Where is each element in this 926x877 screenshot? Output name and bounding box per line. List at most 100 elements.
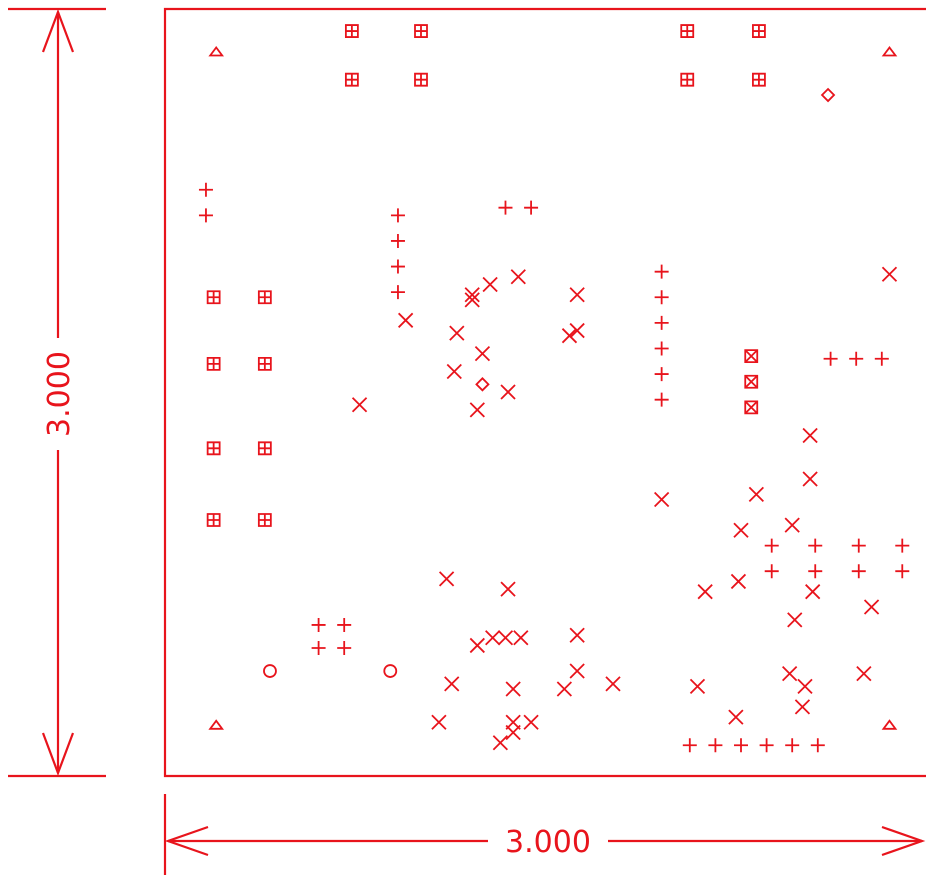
drill-mark-plus bbox=[895, 538, 910, 553]
drill-mark-cross bbox=[510, 269, 526, 285]
drill-mark-plus bbox=[654, 341, 669, 356]
dim-arrow-right bbox=[881, 825, 926, 857]
drill-mark-diamond bbox=[475, 377, 490, 392]
drill-mark-grid-square bbox=[257, 356, 272, 371]
drill-mark-cross bbox=[523, 714, 539, 730]
drill-mark-plus bbox=[498, 200, 513, 215]
drill-mark-cross bbox=[802, 427, 818, 444]
drill-mark-grid-square bbox=[344, 72, 359, 87]
drill-mark-cross bbox=[446, 363, 462, 380]
drill-mark-triangle bbox=[208, 719, 224, 730]
drill-mark-plus bbox=[390, 233, 405, 248]
drill-mark-plus bbox=[524, 200, 539, 215]
board-outline bbox=[163, 7, 926, 778]
drill-mark-cross bbox=[748, 486, 764, 503]
drill-mark-plus bbox=[764, 538, 779, 553]
drill-mark-cross bbox=[697, 584, 713, 600]
drill-mark-cross bbox=[485, 630, 501, 646]
drill-mark-triangle bbox=[208, 46, 224, 57]
drill-mark-plus bbox=[808, 538, 823, 553]
drill-mark-cross bbox=[802, 471, 818, 487]
drill-mark-plus bbox=[734, 738, 748, 753]
drill-mark-grid-square bbox=[206, 356, 221, 371]
drill-mark-plus bbox=[198, 208, 213, 223]
drill-mark-x-square bbox=[744, 400, 759, 415]
drill-mark-cross bbox=[513, 630, 529, 646]
drill-mark-circle bbox=[263, 664, 277, 678]
drill-mark-cross bbox=[728, 709, 744, 725]
drill-mark-cross bbox=[569, 322, 585, 339]
height-dimension-label: 3.000 bbox=[42, 351, 77, 437]
drill-mark-plus bbox=[198, 182, 213, 197]
drill-mark-plus bbox=[895, 564, 910, 579]
drill-mark-plus bbox=[390, 208, 405, 223]
drill-mark-plus bbox=[823, 351, 838, 366]
drill-mark-plus bbox=[654, 392, 669, 407]
drill-mark-cross bbox=[797, 678, 813, 695]
dim-arrow-left bbox=[164, 825, 209, 857]
drill-mark-cross bbox=[733, 522, 749, 538]
drill-mark-grid-square bbox=[257, 513, 272, 527]
drill-mark-cross bbox=[505, 724, 521, 741]
drill-mark-plus bbox=[851, 564, 866, 579]
drill-mark-plus bbox=[390, 259, 405, 274]
drill-mark-cross bbox=[730, 573, 747, 590]
drill-mark-cross bbox=[431, 714, 447, 730]
drill-mark-plus bbox=[337, 617, 352, 632]
drill-mark-cross bbox=[569, 287, 585, 303]
drill-mark-cross bbox=[449, 325, 465, 341]
drill-mark-plus bbox=[708, 738, 723, 753]
drill-mark-grid-square bbox=[257, 290, 272, 305]
drill-mark-cross bbox=[469, 637, 485, 654]
drill-mark-grid-square bbox=[414, 24, 428, 38]
drill-mark-plus bbox=[654, 367, 669, 382]
drill-mark-plus bbox=[311, 617, 326, 632]
drill-mark-x-square bbox=[744, 374, 759, 389]
drill-mark-plus bbox=[874, 351, 889, 366]
drill-mark-grid-square bbox=[414, 72, 428, 87]
drill-mark-grid-square bbox=[206, 513, 221, 527]
drill-mark-cross bbox=[464, 292, 480, 308]
drill-mark-cross bbox=[782, 665, 798, 682]
drill-mark-cross bbox=[556, 681, 572, 697]
drill-mark-cross bbox=[654, 491, 670, 508]
drill-mark-cross bbox=[794, 699, 811, 715]
drill-mark-grid-square bbox=[680, 72, 695, 87]
drill-mark-grid-square bbox=[257, 441, 272, 456]
drill-mark-plus bbox=[311, 641, 326, 655]
drill-mark-triangle bbox=[881, 46, 898, 57]
drill-mark-cross bbox=[805, 584, 821, 600]
drill-mark-plus bbox=[851, 538, 866, 553]
drill-mark-plus bbox=[810, 738, 825, 753]
drill-mark-cross bbox=[492, 735, 508, 751]
drill-mark-plus bbox=[682, 738, 697, 753]
drill-mark-cross bbox=[438, 571, 455, 587]
drill-mark-cross bbox=[398, 312, 414, 328]
drill-mark-cross bbox=[856, 665, 872, 682]
drill-mark-cross bbox=[569, 627, 585, 643]
drill-mark-cross bbox=[469, 402, 485, 418]
drill-mark-plus bbox=[759, 738, 774, 753]
drill-mark-cross bbox=[689, 678, 706, 695]
drill-mark-plus bbox=[654, 315, 669, 330]
width-dimension-label: 3.000 bbox=[505, 825, 591, 860]
drill-mark-cross bbox=[505, 681, 521, 697]
drill-mark-plus bbox=[785, 738, 800, 753]
drill-mark-cross bbox=[482, 276, 498, 293]
drill-mark-plus bbox=[808, 564, 823, 579]
drill-mark-x-square bbox=[744, 349, 759, 364]
drill-mark-plus bbox=[654, 264, 669, 279]
drill-mark-cross bbox=[787, 612, 803, 628]
dim-arrow-down bbox=[41, 732, 75, 777]
drill-mark-grid-square bbox=[206, 290, 221, 305]
drill-mark-grid-square bbox=[344, 24, 359, 38]
drill-mark-grid-square bbox=[680, 24, 695, 38]
drill-mark-cross bbox=[444, 676, 460, 692]
drill-mark-cross bbox=[863, 599, 880, 615]
drill-mark-plus bbox=[654, 290, 669, 305]
drill-mark-cross bbox=[497, 630, 514, 646]
drill-mark-grid-square bbox=[752, 24, 766, 38]
drill-mark-cross bbox=[474, 345, 491, 362]
drill-mark-cross bbox=[569, 663, 585, 679]
